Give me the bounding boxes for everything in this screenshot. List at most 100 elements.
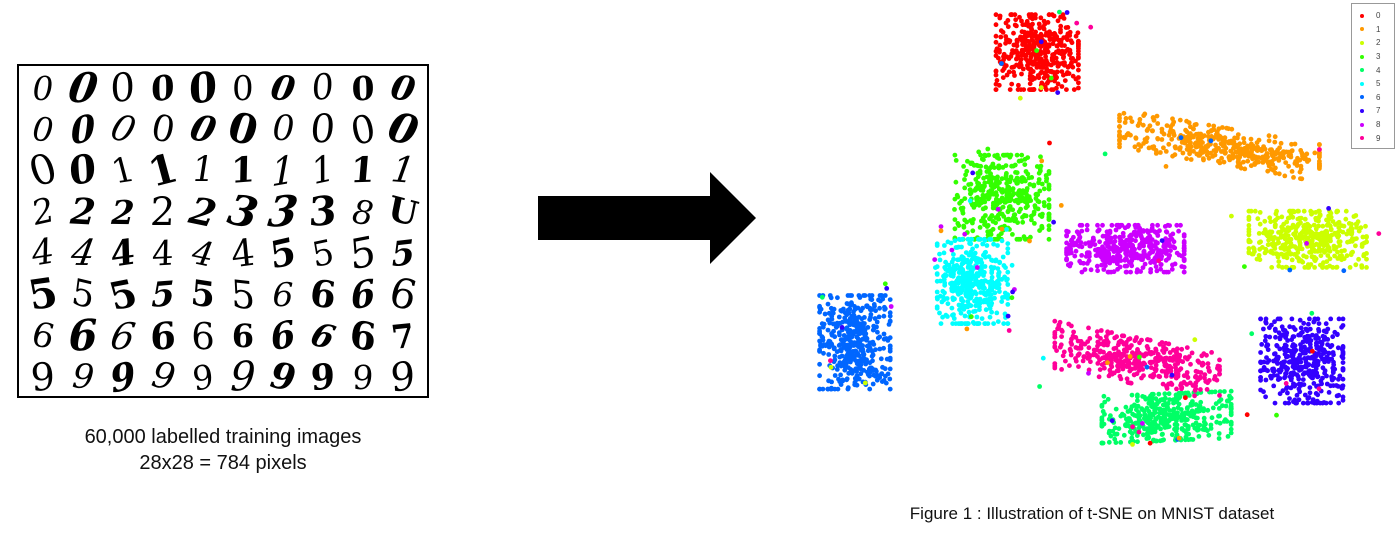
scatter-point [1184,129,1190,135]
scatter-point [840,341,846,347]
scatter-point [1130,250,1135,256]
scatter-point [1252,249,1257,255]
scatter-point [1181,379,1187,385]
digit-cell: 5 [103,269,142,319]
scatter-point [1266,138,1272,144]
scatter-point [953,158,959,163]
digit-cell: 6 [231,316,255,356]
scatter-point [1155,136,1160,141]
scatter-point [1335,249,1340,255]
scatter-point [844,376,850,382]
scatter-point [833,324,839,330]
scatter-point [998,231,1004,237]
scatter-point [1051,219,1056,225]
scatter-point [1098,254,1104,260]
scatter-point [1313,366,1319,372]
scatter-point [938,224,944,230]
legend-label: 3 [1376,52,1381,62]
scatter-point [1248,136,1254,142]
scatter-point [1031,51,1036,57]
scatter-point [1163,373,1169,379]
scatter-point [965,270,971,276]
scatter-point [968,191,973,197]
scatter-point [830,310,836,316]
scatter-point [1037,228,1042,234]
scatter-point [1178,414,1183,420]
scatter-point [1118,376,1124,382]
scatter-point [1095,268,1100,274]
scatter-point [1217,160,1223,166]
scatter-point [1028,234,1033,240]
scatter-point [1088,24,1094,30]
scatter-point [1259,342,1265,347]
scatter-point [1094,253,1100,258]
scatter-point [1001,321,1007,326]
scatter-point [1347,265,1353,270]
scatter-point [1020,190,1026,196]
legend-marker [1360,81,1364,86]
scatter-point [875,329,880,335]
scatter-point [1001,54,1006,59]
scatter-point [1005,24,1011,30]
scatter-point [1029,27,1035,33]
scatter-point [1123,116,1129,121]
scatter-point [963,291,969,297]
scatter-point [1068,50,1073,56]
scatter-point [1179,426,1185,432]
scatter-point [1176,435,1182,441]
scatter-point [1353,243,1358,249]
scatter-point [1023,205,1029,211]
scatter-point [1220,125,1225,130]
scatter-point [1234,154,1240,160]
scatter-point [1018,87,1024,92]
scatter-point [970,170,976,176]
legend-marker [1360,122,1364,127]
scatter-point [1300,371,1306,377]
scatter-point [817,307,823,312]
scatter-point [1052,318,1058,324]
scatter-point [855,336,861,342]
scatter-point [1157,406,1162,412]
scatter-point [993,12,999,18]
scatter-point [1012,178,1018,184]
scatter-point [1284,219,1290,225]
scatter-point [1064,10,1070,15]
scatter-point [939,299,945,305]
scatter-point [1005,321,1011,326]
scatter-point [1298,215,1304,221]
scatter-point [1064,87,1069,92]
scatter-point [1004,192,1010,198]
scatter-point [1135,394,1140,399]
scatter-point [1271,372,1277,378]
scatter-point [1341,268,1347,274]
scatter-point [819,294,825,300]
scatter-point [1111,346,1117,352]
scatter-point [1323,321,1329,327]
scatter-point [1262,218,1268,224]
scatter-point [1330,370,1336,375]
scatter-point [1246,226,1252,232]
scatter-point [1169,136,1175,142]
scatter-point [1172,426,1177,432]
scatter-point [1209,415,1215,421]
scatter-point [1146,409,1152,414]
scatter-point [1296,397,1302,403]
scatter-point [852,315,858,321]
scatter-point [1300,364,1306,370]
scatter-point [1164,363,1169,369]
scatter-point [1027,66,1033,72]
scatter-point [1187,380,1193,386]
scatter-point [1023,213,1029,219]
scatter-point [1268,230,1274,236]
scatter-point [1130,242,1135,248]
scatter-point [888,304,894,309]
scatter-point [942,282,948,288]
scatter-point [966,309,972,315]
scatter-point [1224,419,1230,424]
scatter-point [993,87,999,92]
scatter-point [970,228,976,234]
scatter-point [965,257,970,263]
scatter-point [1046,12,1052,18]
scatter-point [981,285,987,290]
scatter-point [1158,397,1164,403]
